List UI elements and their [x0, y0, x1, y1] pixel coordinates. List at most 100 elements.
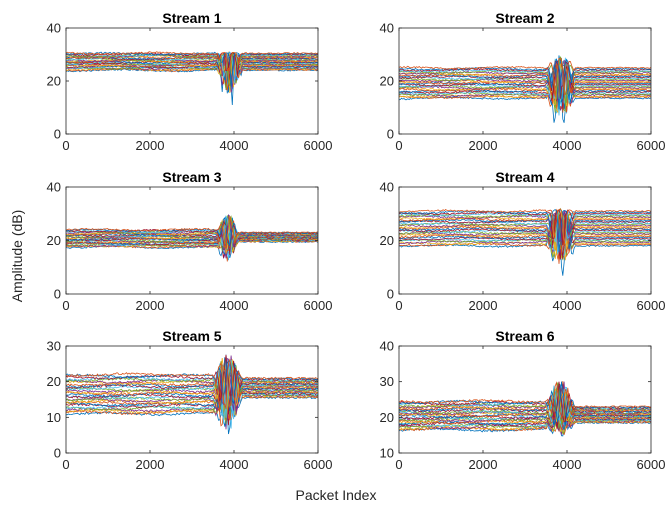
y-tick-label: 20: [47, 233, 61, 248]
series-line: [66, 363, 318, 415]
x-tick-label: 0: [62, 457, 69, 472]
y-tick-label: 20: [380, 74, 394, 89]
y-tick-label: 0: [387, 127, 394, 142]
subplot-2: Stream 2 0 2000 4000 6000 0 20 40: [380, 10, 666, 153]
series-line: [66, 364, 318, 427]
series-line: [399, 383, 651, 431]
subplot-6: Stream 6 0 2000 4000 6000 10 20 30 40: [380, 328, 666, 472]
y-tick-label: 40: [47, 180, 61, 195]
series-line: [399, 56, 651, 105]
series-line: [399, 218, 651, 260]
series-group: [66, 354, 318, 435]
series-line: [399, 212, 651, 259]
series-line: [399, 212, 651, 253]
series-line: [66, 51, 318, 85]
y-tick-label: 20: [47, 74, 61, 89]
subplot-title: Stream 2: [495, 10, 554, 26]
x-tick-label: 4000: [220, 298, 249, 313]
x-tick-label: 6000: [637, 138, 666, 153]
series-line: [399, 60, 651, 109]
series-line: [399, 211, 651, 250]
series-line: [399, 393, 651, 429]
x-tick-label: 2000: [136, 138, 165, 153]
y-tick-label: 40: [380, 339, 394, 354]
series-line: [399, 391, 651, 430]
subplot-1: Stream 1 0 2000 4000 6000 0 20 40: [47, 10, 333, 153]
series-line: [399, 211, 651, 255]
x-tick-label: 4000: [553, 298, 582, 313]
series-line: [66, 358, 318, 410]
axes-box: [65, 345, 319, 454]
subplot-title: Stream 1: [162, 10, 221, 26]
series-group: [66, 51, 318, 106]
series-line: [66, 221, 318, 256]
x-tick-label: 6000: [304, 298, 333, 313]
x-tick-label: 2000: [469, 298, 498, 313]
y-tick-label: 20: [47, 374, 61, 389]
subplot-title: Stream 3: [162, 169, 221, 185]
series-line: [66, 367, 318, 416]
series-line: [399, 214, 651, 264]
subplot-title: Stream 5: [162, 328, 221, 344]
series-line: [399, 58, 651, 110]
x-tick-label: 6000: [637, 298, 666, 313]
x-tick-label: 0: [395, 457, 402, 472]
series-line: [66, 361, 318, 429]
series-line: [399, 208, 651, 252]
series-line: [66, 356, 318, 411]
x-tick-label: 2000: [469, 457, 498, 472]
series-line: [399, 222, 651, 260]
series-line: [66, 365, 318, 427]
x-tick-label: 4000: [220, 457, 249, 472]
x-tick-label: 4000: [553, 457, 582, 472]
series-line: [399, 208, 651, 246]
series-line: [66, 354, 318, 414]
y-tick-label: 20: [380, 410, 394, 425]
subplot-title: Stream 6: [495, 328, 554, 344]
series-line: [399, 222, 651, 255]
series-line: [66, 354, 318, 402]
axes-box: [398, 186, 652, 295]
series-line: [66, 355, 318, 421]
series-line: [399, 208, 651, 251]
series-line: [66, 360, 318, 404]
x-tick-label: 0: [62, 298, 69, 313]
subplot-3: Stream 3 0 2000 4000 6000 0 20 40: [47, 169, 333, 313]
series-line: [66, 367, 318, 421]
x-tick-label: 6000: [304, 138, 333, 153]
axes-box: [398, 345, 652, 454]
series-line: [399, 381, 651, 420]
y-tick-label: 10: [47, 410, 61, 425]
series-line: [399, 57, 651, 107]
y-tick-label: 0: [54, 127, 61, 142]
series-line: [399, 386, 651, 424]
series-line: [399, 213, 651, 260]
series-line: [66, 52, 318, 89]
series-line: [399, 391, 651, 428]
y-tick-label: 30: [380, 374, 394, 389]
series-line: [399, 383, 651, 421]
x-tick-label: 6000: [637, 457, 666, 472]
series-line: [399, 386, 651, 429]
series-line: [399, 58, 651, 103]
series-line: [399, 211, 651, 250]
subplot-4: Stream 4 0 2000 4000 6000 0 20 40: [380, 169, 666, 313]
series-group: [399, 381, 651, 437]
series-line: [399, 59, 651, 103]
y-tick-label: 30: [47, 339, 61, 354]
series-group: [66, 214, 318, 262]
series-line: [399, 57, 651, 112]
y-tick-label: 40: [47, 21, 61, 36]
series-line: [399, 64, 651, 111]
series-line: [66, 59, 318, 93]
x-tick-label: 0: [395, 298, 402, 313]
series-line: [66, 373, 318, 435]
x-tick-label: 0: [395, 138, 402, 153]
y-tick-label: 20: [380, 233, 394, 248]
figure-x-axis-label: Packet Index: [296, 487, 377, 503]
series-line: [66, 215, 318, 250]
series-line: [66, 370, 318, 422]
